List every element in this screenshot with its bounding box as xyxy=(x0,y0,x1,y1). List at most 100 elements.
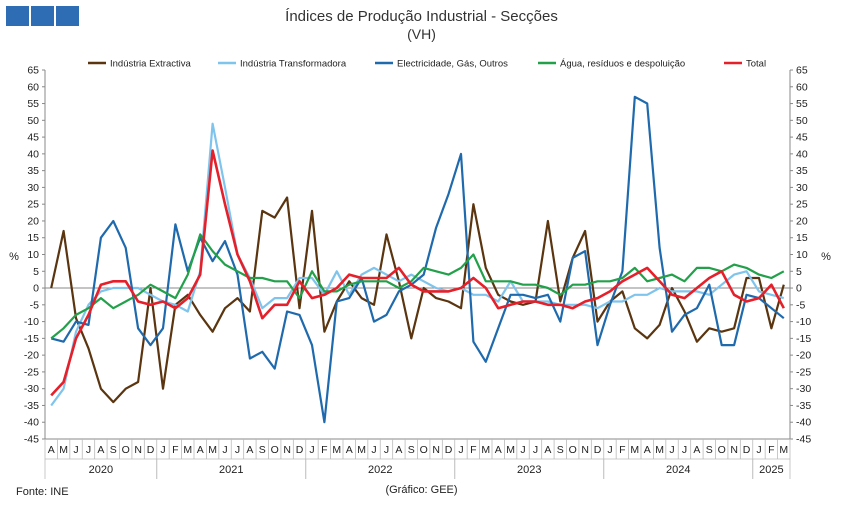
x-tick-label: D xyxy=(445,444,453,456)
x-tick-label: F xyxy=(470,444,476,456)
y-tick-label-left: 50 xyxy=(27,115,39,127)
series-line xyxy=(50,233,785,340)
x-tick-label: J xyxy=(73,444,78,456)
year-label: 2024 xyxy=(666,464,690,476)
y-tick-label-right: -40 xyxy=(796,417,811,429)
y-tick-label-right: 5 xyxy=(796,266,802,278)
legend-label: Total xyxy=(746,59,766,70)
x-tick-label: J xyxy=(520,444,525,456)
y-tick-label-right: 55 xyxy=(796,98,808,110)
x-tick-label: S xyxy=(110,444,117,456)
x-tick-label: M xyxy=(655,444,664,456)
y-tick-label-left: 65 xyxy=(27,65,39,77)
y-tick-label-left: -25 xyxy=(24,366,39,378)
series-line xyxy=(50,196,785,404)
y-tick-label-left: -40 xyxy=(24,417,39,429)
x-tick-label: M xyxy=(506,444,515,456)
x-tick-label: F xyxy=(619,444,625,456)
chart-title: Índices de Produção Industrial - Secções xyxy=(285,8,558,25)
x-tick-label: O xyxy=(569,444,577,456)
y-tick-label-left: 30 xyxy=(27,182,39,194)
x-tick-label: D xyxy=(743,444,751,456)
series-line xyxy=(50,122,785,407)
x-tick-label: J xyxy=(384,444,389,456)
x-tick-label: A xyxy=(544,444,551,456)
y-tick-label-right: 10 xyxy=(796,249,808,261)
year-label: 2021 xyxy=(219,464,243,476)
legend-label: Indústria Transformadora xyxy=(240,59,347,70)
y-tick-label-right: -25 xyxy=(796,366,811,378)
series-line xyxy=(50,149,785,397)
y-tick-label-left: -5 xyxy=(30,299,39,311)
x-tick-label: J xyxy=(371,444,376,456)
x-tick-label: O xyxy=(122,444,130,456)
y-tick-label-right: -10 xyxy=(796,316,811,328)
y-tick-label-left: -35 xyxy=(24,400,39,412)
x-tick-label: A xyxy=(246,444,253,456)
x-tick-label: N xyxy=(730,444,738,456)
y-tick-label-right: -5 xyxy=(796,299,805,311)
y-tick-label-left: -15 xyxy=(24,333,39,345)
y-tick-label-left: 25 xyxy=(27,199,39,211)
ine-logo xyxy=(6,6,79,26)
logo-block xyxy=(31,6,54,26)
y-tick-label-right: 45 xyxy=(796,132,808,144)
x-tick-label: M xyxy=(481,444,490,456)
y-tick-label-left: 45 xyxy=(27,132,39,144)
x-tick-label: A xyxy=(346,444,353,456)
x-tick-label: J xyxy=(607,444,612,456)
y-tick-label-right: 40 xyxy=(796,148,808,160)
x-tick-label: J xyxy=(86,444,91,456)
y-tick-label-left: -30 xyxy=(24,383,39,395)
x-tick-label: A xyxy=(495,444,502,456)
x-tick-label: M xyxy=(332,444,341,456)
y-tick-label-left: 15 xyxy=(27,232,39,244)
y-tick-label-right: -30 xyxy=(796,383,811,395)
x-tick-label: J xyxy=(458,444,463,456)
legend-label: Água, resíduos e despoluição xyxy=(560,59,685,70)
x-tick-label: M xyxy=(357,444,366,456)
x-tick-label: S xyxy=(259,444,266,456)
y-tick-label-right: 20 xyxy=(796,215,808,227)
x-tick-label: A xyxy=(197,444,204,456)
x-tick-label: J xyxy=(235,444,240,456)
chart-subtitle: (VH) xyxy=(407,26,436,42)
x-tick-label: F xyxy=(172,444,178,456)
y-tick-label-right: 15 xyxy=(796,232,808,244)
y-tick-label-left: 40 xyxy=(27,148,39,160)
x-tick-label: F xyxy=(768,444,774,456)
year-label: 2022 xyxy=(368,464,392,476)
x-tick-label: J xyxy=(682,444,687,456)
y-tick-label-left: 5 xyxy=(33,266,39,278)
x-tick-label: D xyxy=(594,444,602,456)
year-label: 2023 xyxy=(517,464,541,476)
x-tick-label: N xyxy=(134,444,142,456)
logo-block xyxy=(6,6,29,26)
x-tick-label: M xyxy=(59,444,68,456)
legend-label: Indústria Extractiva xyxy=(110,59,191,70)
source-note: Fonte: INE xyxy=(16,486,69,498)
x-tick-label: A xyxy=(97,444,104,456)
x-tick-label: S xyxy=(557,444,564,456)
x-tick-label: A xyxy=(48,444,55,456)
year-label: 2025 xyxy=(759,464,783,476)
x-tick-label: O xyxy=(420,444,428,456)
y-tick-label-left: 35 xyxy=(27,165,39,177)
logo-block xyxy=(56,6,79,26)
x-tick-label: J xyxy=(222,444,227,456)
x-tick-label: N xyxy=(432,444,440,456)
legend-label: Electricidade, Gás, Outros xyxy=(397,59,508,70)
x-tick-label: M xyxy=(630,444,639,456)
y-tick-label-right: -15 xyxy=(796,333,811,345)
y-tick-label-right: 50 xyxy=(796,115,808,127)
y-tick-label-right: 35 xyxy=(796,165,808,177)
x-tick-label: J xyxy=(160,444,165,456)
y-tick-label-right: 65 xyxy=(796,65,808,77)
year-label: 2020 xyxy=(89,464,113,476)
x-tick-label: J xyxy=(309,444,314,456)
x-tick-label: D xyxy=(147,444,155,456)
y-tick-label-left: 60 xyxy=(27,81,39,93)
y-tick-label-left: -20 xyxy=(24,350,39,362)
y-tick-label-right: 0 xyxy=(796,283,802,295)
